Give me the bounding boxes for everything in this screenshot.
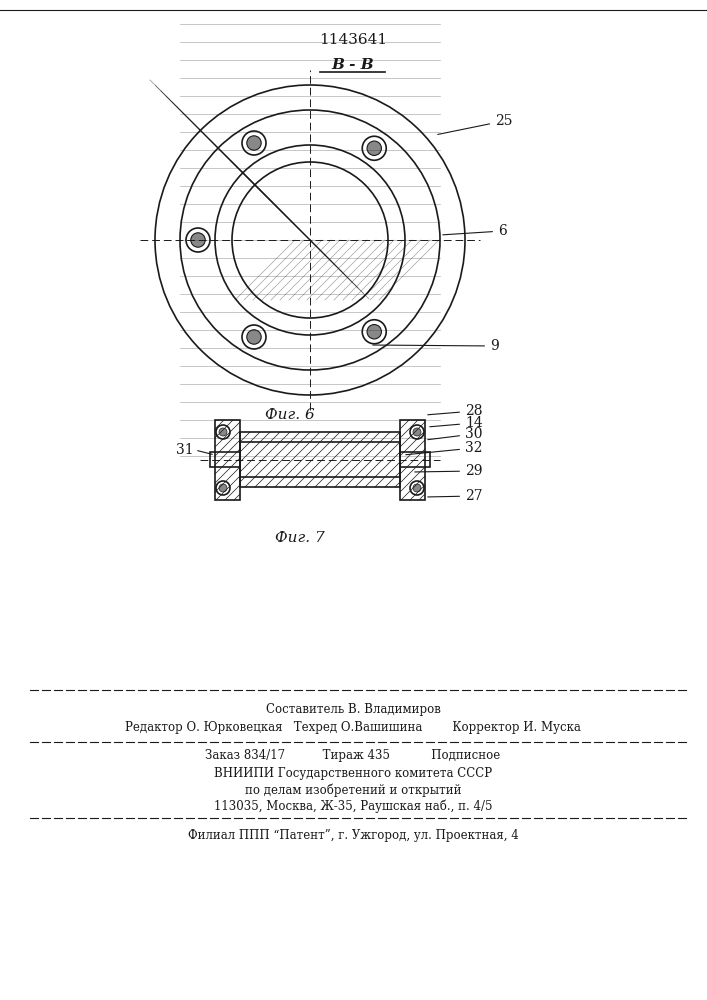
Circle shape	[413, 484, 421, 492]
Text: Составитель В. Владимиров: Составитель В. Владимиров	[266, 704, 440, 716]
Circle shape	[247, 330, 261, 344]
Circle shape	[367, 141, 382, 155]
Bar	[240, 432, 400, 487]
Text: Заказ 834/17          Тираж 435           Подписное: Заказ 834/17 Тираж 435 Подписное	[205, 750, 501, 762]
Text: 14: 14	[430, 416, 483, 430]
Text: 28: 28	[428, 404, 482, 418]
Circle shape	[367, 325, 382, 339]
Text: по делам изобретений и открытий: по делам изобретений и открытий	[245, 783, 461, 797]
Bar	[210, 452, 240, 467]
Text: 32: 32	[406, 441, 482, 455]
Text: Редактор О. Юрковецкая   Техред О.Вашишина        Корректор И. Муска: Редактор О. Юрковецкая Техред О.Вашишина…	[125, 722, 581, 734]
Text: Фиг. 6: Фиг. 6	[265, 408, 315, 422]
Circle shape	[219, 428, 227, 436]
Text: 113035, Москва, Ж-35, Раушская наб., п. 4/5: 113035, Москва, Ж-35, Раушская наб., п. …	[214, 799, 492, 813]
Circle shape	[191, 233, 205, 247]
Text: 1143641: 1143641	[319, 33, 387, 47]
Circle shape	[247, 136, 261, 150]
Circle shape	[413, 428, 421, 436]
Text: 25: 25	[438, 114, 513, 134]
Text: 30: 30	[428, 427, 482, 441]
Text: 9: 9	[373, 339, 498, 353]
Text: 29: 29	[415, 464, 482, 478]
Bar	[215, 420, 240, 500]
Bar	[400, 420, 425, 500]
Text: 27: 27	[428, 489, 483, 503]
Bar	[400, 452, 430, 467]
Text: ВНИИПИ Государственного комитета СССР: ВНИИПИ Государственного комитета СССР	[214, 768, 492, 780]
Bar	[240, 442, 400, 477]
Text: Фиг. 7: Фиг. 7	[275, 531, 325, 545]
Circle shape	[219, 484, 227, 492]
Text: 31: 31	[176, 443, 194, 457]
Text: 6: 6	[443, 224, 507, 238]
Text: Филиал ППП “Патент”, г. Ужгород, ул. Проектная, 4: Филиал ППП “Патент”, г. Ужгород, ул. Про…	[187, 828, 518, 842]
Text: В - В: В - В	[332, 58, 374, 72]
